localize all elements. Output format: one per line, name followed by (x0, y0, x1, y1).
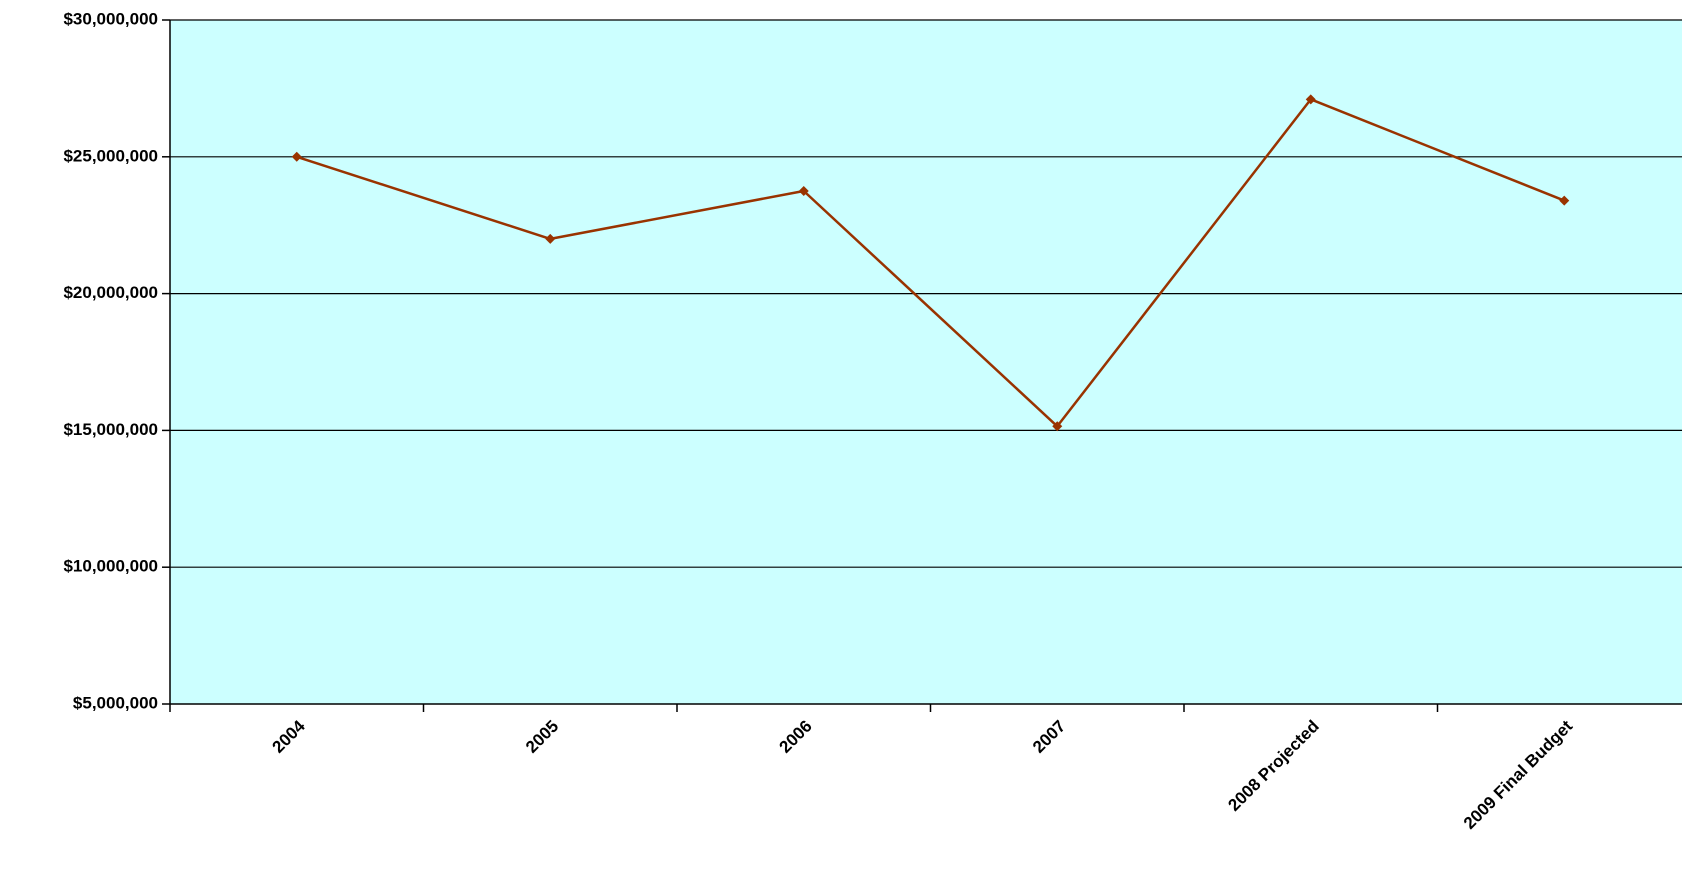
data-point-marker (798, 186, 809, 196)
series-layer (291, 94, 1570, 432)
plot-area (170, 20, 1682, 704)
x-tick-label: 2005 (522, 717, 562, 757)
x-tick-label: 2007 (1029, 717, 1069, 757)
x-tick-label: 2008 Projected (1224, 717, 1322, 815)
y-axis: $5,000,000 $10,000,000 $15,000,000 $20,000,… (63, 9, 171, 712)
x-tick-label: 2006 (776, 717, 816, 757)
data-point-marker (1559, 195, 1570, 206)
y-tick-label: $20,000,000 (63, 283, 158, 302)
y-tick-label: $5,000,000 (73, 693, 158, 712)
y-tick-label: $15,000,000 (63, 420, 158, 439)
x-tick-label: 2009 Final Budget (1460, 716, 1577, 833)
data-point-marker (1305, 94, 1316, 105)
data-point-marker (1052, 421, 1063, 432)
y-tick-label: $25,000,000 (63, 146, 158, 165)
x-axis: 2004 2005 2006 2007 2008 Projected 2009 Final… (169, 703, 1682, 833)
y-tick-label: $10,000,000 (63, 557, 158, 576)
grid-lines (170, 19, 1682, 568)
series-line (296, 98, 1565, 428)
data-point-marker (291, 151, 302, 162)
x-tick-label: 2004 (269, 716, 310, 757)
data-point-marker (545, 233, 556, 244)
y-tick-label: $30,000,000 (63, 9, 158, 28)
